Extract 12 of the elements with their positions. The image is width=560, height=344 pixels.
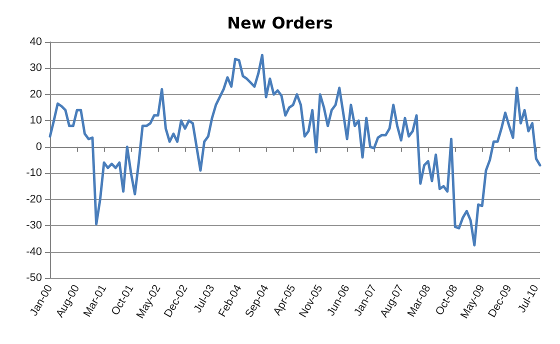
- chart-title: New Orders: [227, 14, 333, 32]
- y-tick-label: 20: [30, 88, 42, 100]
- y-tick-label: -50: [26, 272, 42, 284]
- y-tick-label: -40: [26, 246, 42, 258]
- y-tick-label: 40: [30, 36, 42, 48]
- y-tick-label: 0: [36, 140, 42, 153]
- y-tick-label: -20: [26, 193, 42, 206]
- y-tick-label: 30: [30, 62, 42, 74]
- y-tick-label: -10: [26, 167, 42, 180]
- y-tick-label: 10: [30, 114, 42, 127]
- line-series: [48, 54, 542, 246]
- y-tick-label: -30: [26, 220, 42, 232]
